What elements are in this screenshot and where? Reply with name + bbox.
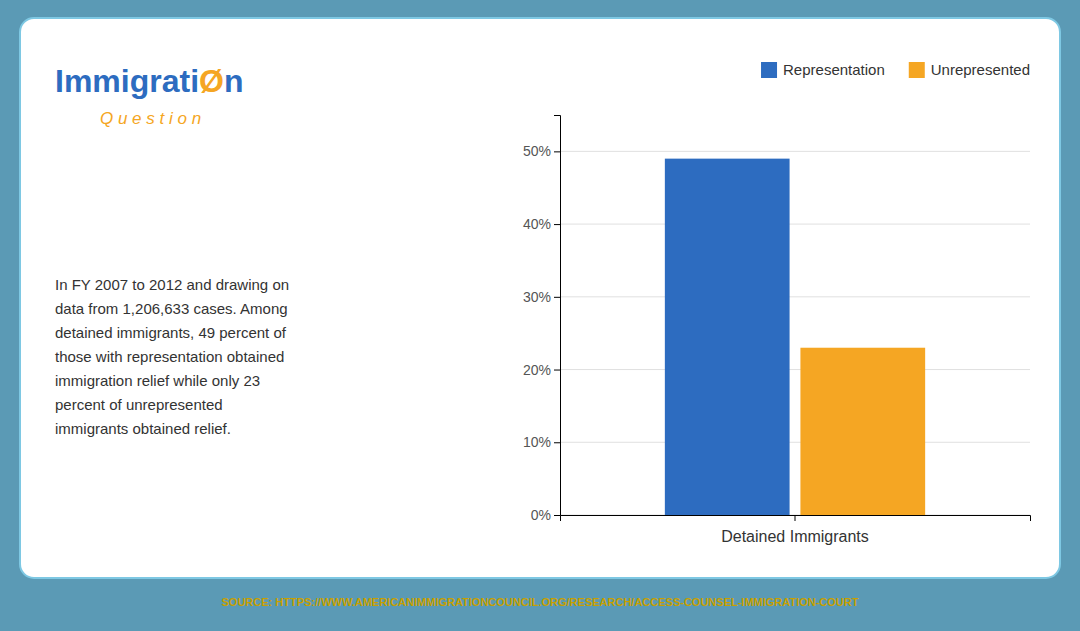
legend: Representation Unrepresented: [761, 61, 1030, 78]
grid-line: [560, 296, 1030, 297]
y-tick-mark: [554, 442, 560, 443]
background: [0, 0, 1080, 631]
y-axis-line: [554, 116, 561, 516]
y-axis: 0% 10% 20% 30% 40% 50%: [523, 116, 561, 523]
chart-container: ImmigratiØn Q u e s t i o n In FY 2007 to …: [0, 0, 1080, 631]
legend-swatch: [909, 62, 925, 78]
annotation-line: those with representation obtained: [55, 348, 284, 365]
y-tick-mark: [554, 224, 560, 225]
y-tick-label: 50%: [523, 143, 551, 159]
card: [20, 18, 1060, 578]
annotation: In FY 2007 to 2012 and drawing on data fr…: [55, 276, 289, 437]
legend-label: Representation: [783, 61, 885, 78]
logo-part: Immigrati: [55, 63, 199, 99]
bar: [665, 159, 790, 515]
chart-svg: ImmigratiØn Q u e s t i o n In FY 2007 to …: [0, 0, 1080, 631]
annotation-line: In FY 2007 to 2012 and drawing on: [55, 276, 289, 293]
y-tick-label: 40%: [523, 216, 551, 232]
y-tick-mark: [554, 370, 560, 371]
legend-swatch: [761, 62, 777, 78]
grid-line: [560, 151, 1030, 152]
logo-part: Ø: [199, 63, 224, 99]
grid-line: [560, 224, 1030, 225]
grid-line: [560, 369, 1030, 370]
annotation-line: data from 1,206,633 cases. Among: [55, 300, 288, 317]
x-tick-mark: [795, 515, 796, 521]
y-tick: 0%: [531, 507, 560, 523]
y-tick-label: 20%: [523, 362, 551, 378]
legend-item: Unrepresented: [909, 61, 1030, 78]
bar: [800, 348, 925, 515]
y-tick: 50%: [523, 143, 560, 159]
y-tick-label: 10%: [523, 434, 551, 450]
logo-subtitle: Q u e s t i o n: [100, 109, 201, 128]
x-tick-label: Detained Immigrants: [721, 528, 869, 545]
legend-label: Unrepresented: [931, 61, 1030, 78]
x-axis-line: [561, 516, 1031, 522]
bars: [665, 159, 925, 515]
logo-part: n: [224, 63, 244, 99]
y-tick: 30%: [523, 289, 560, 305]
x-axis: Detained Immigrants: [561, 515, 1031, 545]
y-tick: 10%: [523, 434, 560, 450]
y-tick: 40%: [523, 216, 560, 232]
y-tick: 20%: [523, 362, 560, 378]
grid-line: [560, 442, 1030, 443]
legend-item: Representation: [761, 61, 885, 78]
y-tick-label: 30%: [523, 289, 551, 305]
logo: ImmigratiØn: [55, 63, 243, 99]
annotation-line: detained immigrants, 49 percent of: [55, 324, 287, 341]
y-tick-mark: [554, 297, 560, 298]
y-tick-mark: [554, 151, 560, 152]
x-tick: Detained Immigrants: [721, 515, 869, 545]
annotation-line: percent of unrepresented: [55, 396, 223, 413]
annotation-line: immigration relief while only 23: [55, 372, 260, 389]
y-tick-label: 0%: [531, 507, 551, 523]
grid: [560, 151, 1030, 515]
annotation-line: immigrants obtained relief.: [55, 420, 231, 437]
y-tick-mark: [554, 515, 560, 516]
source: SOURCE: HTTPS://WWW.AMERICANIMMIGRATIONC…: [222, 596, 859, 608]
